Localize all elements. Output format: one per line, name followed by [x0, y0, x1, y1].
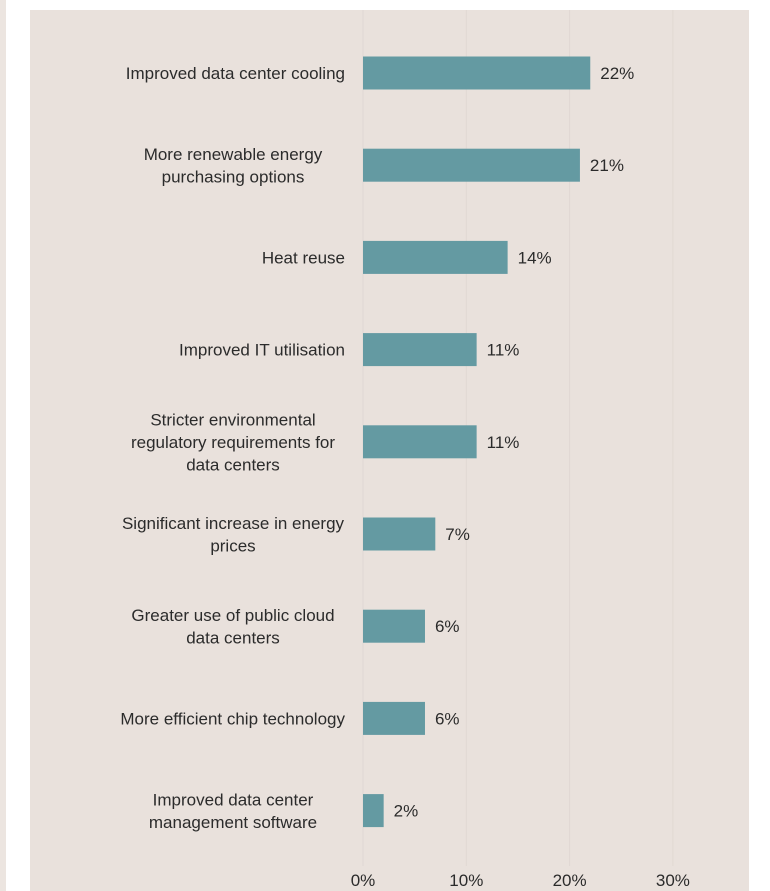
category-label-line: Significant increase in energy — [122, 514, 345, 533]
bar — [363, 425, 477, 459]
bar — [363, 794, 384, 828]
category-label: Improved data center management software — [149, 790, 317, 832]
category-label: Greater use of public cloud data centers — [131, 606, 334, 648]
category-label-line: Heat reuse — [262, 248, 345, 267]
bars — [363, 56, 591, 828]
category-label-line: management software — [149, 813, 317, 832]
value-label: 6% — [435, 709, 460, 728]
category-label-line: More renewable energy — [144, 145, 323, 164]
value-label: 11% — [487, 433, 520, 452]
category-label: More efficient chip technology — [120, 709, 345, 728]
category-label-line: Improved IT utilisation — [179, 341, 345, 360]
value-label: 7% — [445, 525, 470, 544]
x-tick-label: 10% — [449, 871, 483, 890]
left-edge-strip — [0, 0, 6, 891]
x-tick-label: 30% — [656, 871, 690, 890]
category-label-line: regulatory requirements for — [131, 433, 335, 452]
bar — [363, 56, 591, 90]
value-labels: 22% 21% 14% 11% 11% 7% 6% 6% 2% — [394, 64, 635, 821]
category-label-line: Improved data center — [153, 790, 314, 809]
category-label-line: purchasing options — [162, 167, 305, 186]
category-label: Significant increase in energy prices — [122, 514, 345, 556]
category-label: Improved IT utilisation — [179, 341, 345, 360]
category-label-line: prices — [210, 536, 255, 555]
value-label: 6% — [435, 617, 460, 636]
bar — [363, 517, 436, 551]
category-label: Improved data center cooling — [126, 64, 345, 83]
category-label-line: More efficient chip technology — [120, 709, 345, 728]
category-label: Stricter environmental regulatory require… — [131, 410, 335, 474]
x-tick-label: 20% — [553, 871, 587, 890]
bar — [363, 333, 477, 367]
bar — [363, 240, 508, 274]
value-label: 22% — [600, 64, 634, 83]
category-label: More renewable energy purchasing options — [144, 145, 323, 187]
x-tick-label: 0% — [351, 871, 376, 890]
bar — [363, 148, 580, 182]
value-label: 14% — [518, 248, 552, 267]
category-labels: Improved data center cooling More renewab… — [120, 64, 345, 832]
value-label: 21% — [590, 156, 624, 175]
value-label: 11% — [487, 341, 520, 360]
category-label-line: data centers — [186, 628, 280, 647]
bar — [363, 609, 425, 643]
category-label: Heat reuse — [262, 248, 345, 267]
category-label-line: Greater use of public cloud — [131, 606, 334, 625]
value-label: 2% — [394, 802, 419, 821]
bar — [363, 701, 425, 735]
category-label-line: Improved data center cooling — [126, 64, 345, 83]
x-axis-ticks: 0% 10% 20% 30% — [351, 871, 690, 890]
category-label-line: Stricter environmental — [150, 410, 315, 429]
category-label-line: data centers — [186, 455, 280, 474]
